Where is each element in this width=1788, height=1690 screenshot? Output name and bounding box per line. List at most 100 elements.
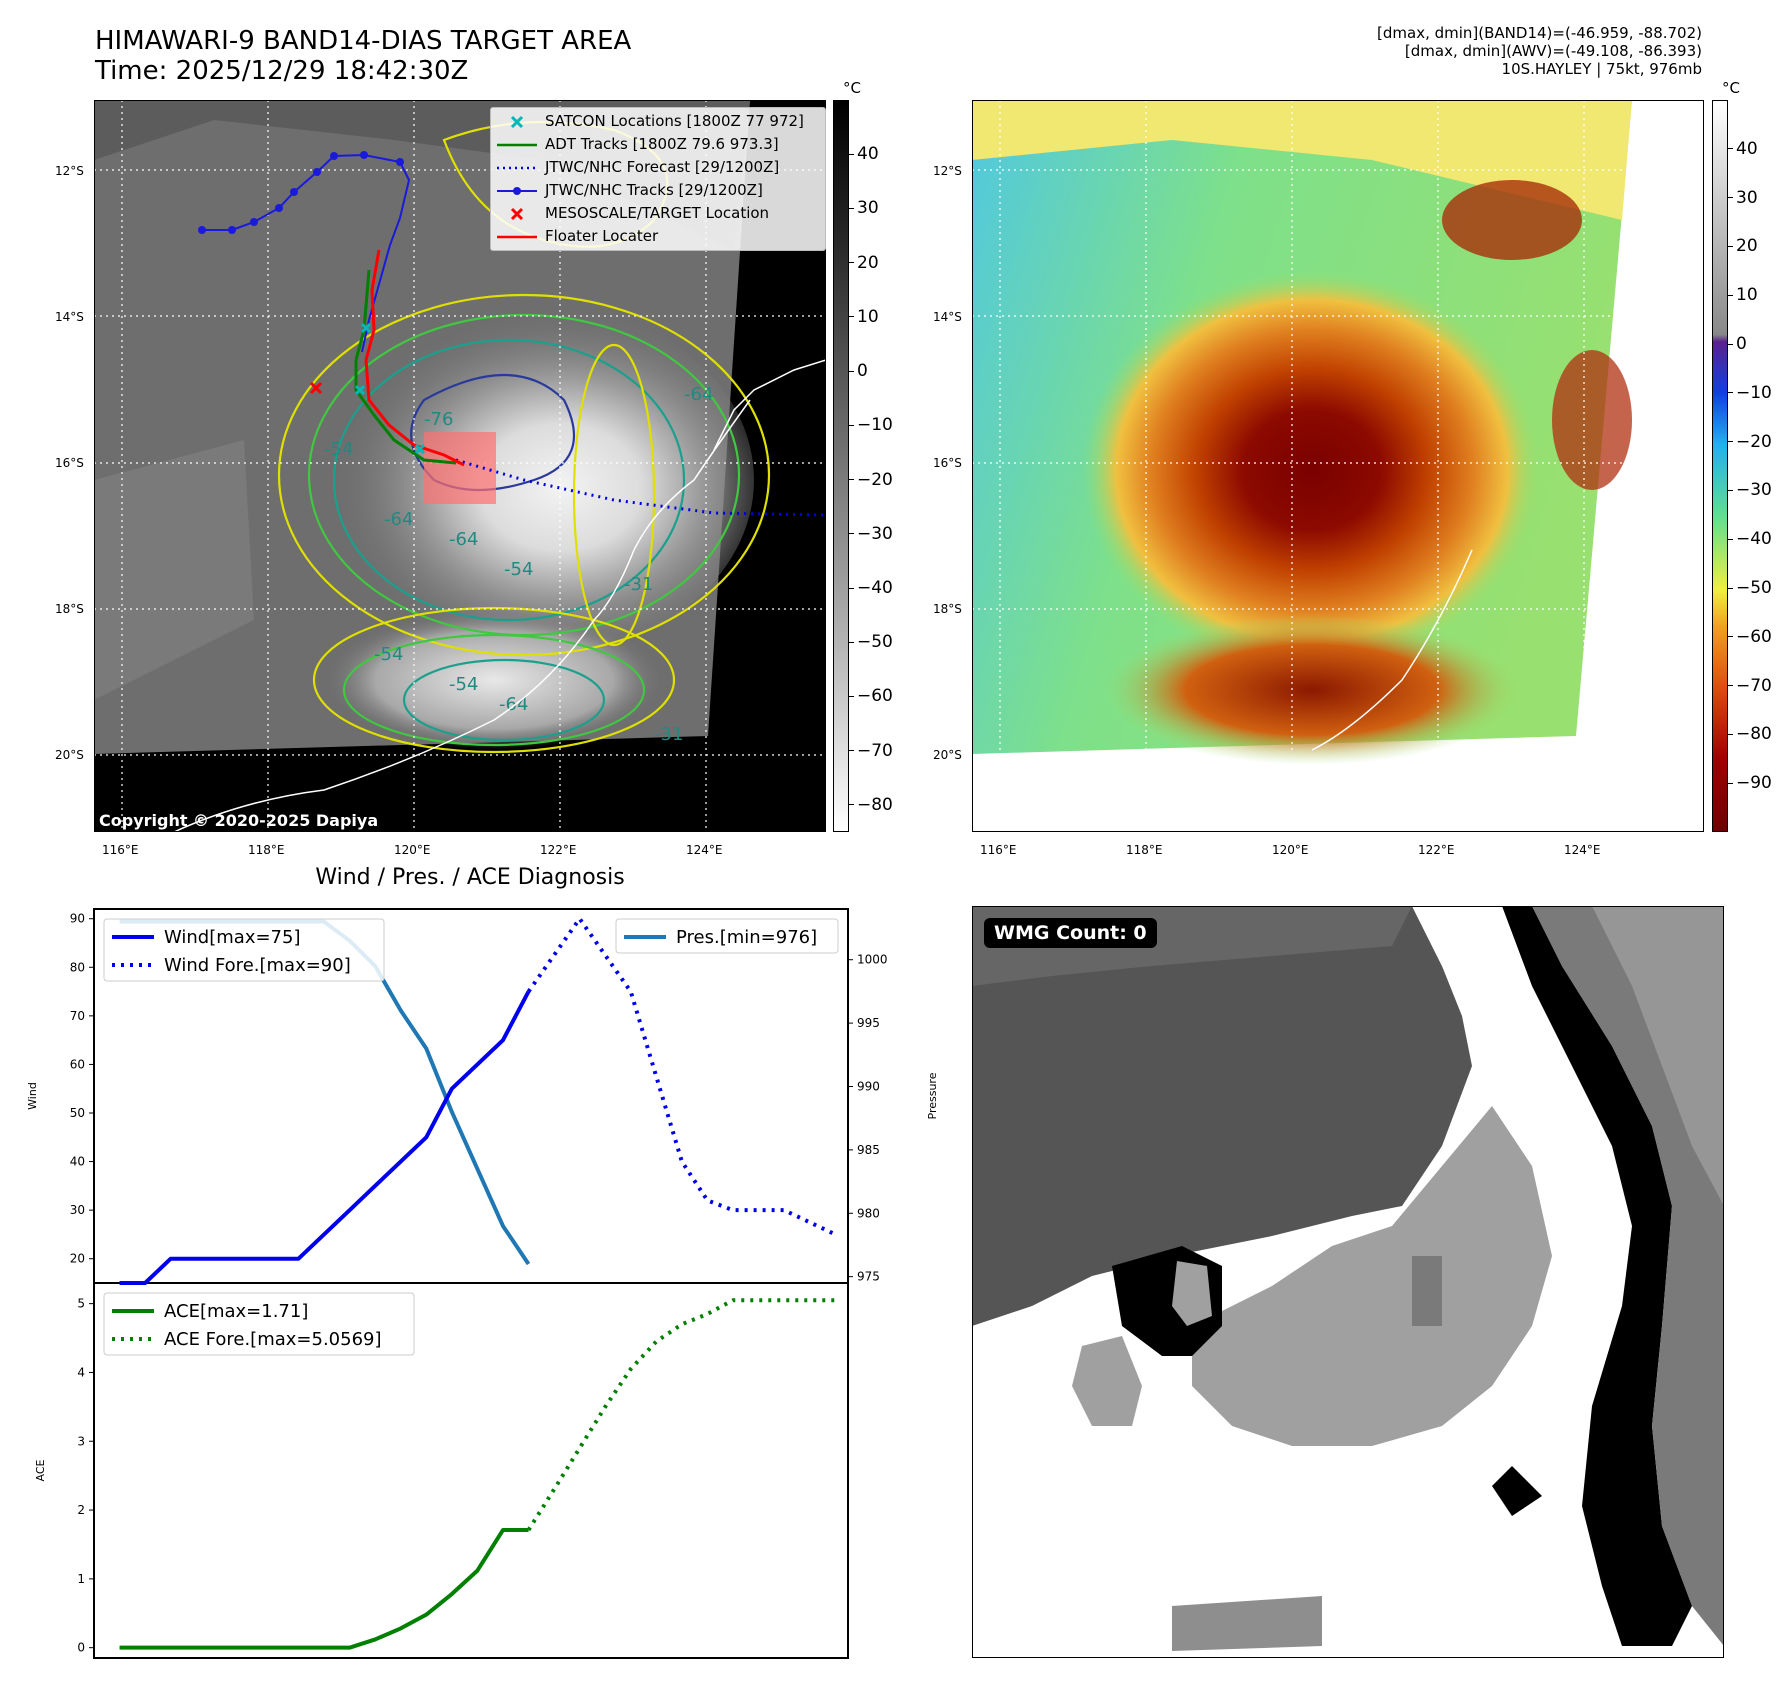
colorbar-tick-label: −80 [857,794,893,815]
colorbar-tick-label: 0 [857,361,868,382]
ace-tick-label: 0 [77,1641,85,1655]
color-colorbar [1712,100,1728,832]
colorbar-tick-label: 30 [1736,187,1758,208]
legend-mesoscale: MESOSCALE/TARGET Location [495,202,821,225]
ir-colorbar-unit: °C [843,79,861,97]
copyright-text: Copyright © 2020-2025 Dapiya [99,811,378,830]
legend-adt: ADT Tracks [1800Z 79.6 973.3] [497,135,779,153]
lat-tick: 18°S [55,602,84,616]
coastline [1311,549,1473,751]
colorbar-tick-label: −50 [857,632,893,653]
colorbar-tick-label: −60 [1736,626,1772,647]
floater-track-line [364,249,465,467]
colorbar-tick-label: 0 [1736,334,1747,354]
lat-tick: 12°S [55,164,84,178]
wind-pres-ace-chart: 20 30 40 50 60 70 80 90 975 980 985 990 995 1000 0 1 2 3 4… [26,908,939,1659]
pressure-tick-label: 995 [857,1016,880,1030]
colorbar-tick-label: −70 [857,740,893,761]
lon-tick: 120°E [394,843,431,857]
ace-tick-label: 2 [77,1503,85,1517]
colorbar-tick-label: 20 [857,252,879,273]
legend-floater: Floater Locater [497,227,659,245]
ace-tick-label: 1 [77,1572,85,1586]
colorbar-tick-mark [1728,441,1733,443]
lat-tick: 14°S [55,310,84,324]
colorbar-tick-mark [1728,489,1733,491]
colorbar-tick-mark [849,424,854,426]
contour-label: -54 [449,674,478,695]
ace-panel-frame [93,1282,849,1659]
colorbar-tick-mark [1728,636,1733,638]
wind-tick-label: 30 [70,1203,85,1217]
jtwc-forecast-line [455,458,826,517]
pressure-axis-label: Pressure [926,1072,939,1119]
lat-tick: 16°S [55,456,84,470]
pressure-tick-label: 975 [857,1270,880,1284]
lon-tick: 122°E [540,843,577,857]
awv-range: [dmax, dmin](AWV)=(-49.108, -86.393) [1404,42,1702,60]
ace-legend [103,1292,415,1356]
contour-label: -54 [324,439,353,460]
colorbar-tick-label: 10 [1736,285,1758,306]
pressure-tick-label: 990 [857,1079,880,1093]
contour-label: -54 [374,644,403,665]
lat-tick: 16°S [933,456,962,470]
colorbar-tick-label: −90 [1736,773,1772,794]
legend-jtwc-forecast: JTWC/NHC Forecast [29/1200Z] [497,158,780,176]
legend-satcon: SATCON Locations [1800Z 77 972] [495,110,821,133]
colorbar-tick-label: 30 [857,198,879,219]
contour-label: -31 [654,724,683,745]
lon-tick: 116°E [102,843,139,857]
ace-line [119,1528,529,1650]
colorbar-tick-label: −20 [857,469,893,490]
lon-tick: 118°E [248,843,285,857]
colorbar-tick-label: 40 [857,144,879,165]
wmg-level-black [1502,906,1692,1646]
colorbar-tick-mark [1728,685,1733,687]
colorbar-tick-label: 40 [1736,138,1758,159]
wind-tick-label: 40 [70,1155,85,1169]
colorbar-tick-mark [1728,343,1733,345]
colorbar-tick-mark [849,587,854,589]
colorbar-tick-label: −20 [1736,431,1772,452]
ir-map-legend: SATCON Locations [1800Z 77 972] ADT Trac… [490,107,826,251]
wind-tick-label: 70 [70,1009,85,1023]
wind-legend-label: Wind Fore.[max=90] [164,955,351,976]
legend-jtwc-tracks: JTWC/NHC Tracks [29/1200Z] [495,179,821,202]
pressure-legend [615,918,839,954]
colorbar-tick-label: −10 [1736,382,1772,403]
ir-colorbar [833,100,849,832]
ir-map-frame [94,100,826,832]
lon-tick: 120°E [1272,843,1309,857]
colorbar-tick-mark [849,316,854,318]
color-map-frame [972,100,1704,832]
wind-forecast-line [526,916,837,1237]
lon-tick: 124°E [1564,843,1601,857]
wind-line [119,990,531,1285]
color-colorbar-unit: °C [1722,79,1740,97]
colorbar-tick-label: −10 [857,415,893,436]
pressure-tick-label: 1000 [857,953,888,967]
color-enhanced-map [972,100,1704,832]
colorbar-tick-label: −70 [1736,675,1772,696]
figure-title: HIMAWARI-9 BAND14-DIAS TARGET AREA [95,26,632,56]
pressure-tick-label: 985 [857,1143,880,1157]
ace-legend-label: ACE[max=1.71] [164,1301,308,1322]
wind-tick-label: 20 [70,1252,85,1266]
colorbar-tick-mark [849,207,854,209]
lon-tick: 122°E [1418,843,1455,857]
lon-tick: 116°E [980,843,1017,857]
storm-info: 10S.HAYLEY | 75kt, 976mb [1501,60,1702,78]
diagnostic-info: [dmax, dmin](BAND14)=(-46.959, -88.702) … [1377,24,1702,78]
colorbar-tick-mark [1728,294,1733,296]
colorbar-tick-mark [849,641,854,643]
lat-tick: 20°S [933,748,962,762]
coastline [173,399,751,832]
lat-tick: 20°S [55,748,84,762]
map-gridlines [972,100,1632,754]
colorbar-tick-mark [1728,245,1733,247]
colorbar-tick-mark [1728,733,1733,735]
band14-range: [dmax, dmin](BAND14)=(-46.959, -88.702) [1377,24,1702,42]
contour-label: -64 [449,529,478,550]
colorbar-tick-label: 10 [857,306,879,327]
